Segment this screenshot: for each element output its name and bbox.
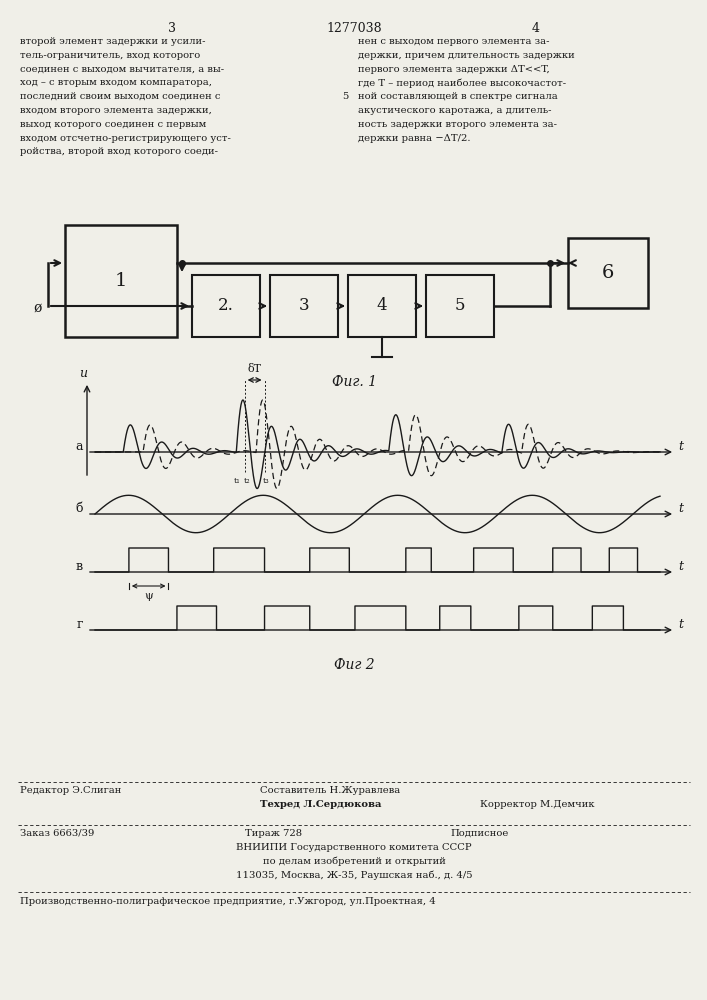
- Text: последний своим выходом соединен с: последний своим выходом соединен с: [20, 92, 221, 101]
- Text: ВНИИПИ Государственного комитета СССР: ВНИИПИ Государственного комитета СССР: [236, 843, 472, 852]
- Text: б: б: [76, 502, 83, 516]
- Text: 4: 4: [532, 22, 540, 35]
- Text: 3: 3: [168, 22, 176, 35]
- Text: выход которого соединен с первым: выход которого соединен с первым: [20, 120, 206, 129]
- Text: по делам изобретений и открытий: по делам изобретений и открытий: [262, 857, 445, 866]
- Text: 2.: 2.: [218, 298, 234, 314]
- Text: тель-ограничитель, вход которого: тель-ограничитель, вход которого: [20, 51, 200, 60]
- Text: ход – с вторым входом компаратора,: ход – с вторым входом компаратора,: [20, 78, 212, 87]
- Text: соединен с выходом вычитателя, а вы-: соединен с выходом вычитателя, а вы-: [20, 65, 224, 74]
- Text: t₂: t₂: [243, 477, 250, 485]
- Text: а: а: [76, 440, 83, 454]
- Text: Редактор Э.Слиган: Редактор Э.Слиган: [20, 786, 122, 795]
- Text: входом отсчетно-регистрирующего уст-: входом отсчетно-регистрирующего уст-: [20, 134, 231, 143]
- Text: ø: ø: [34, 301, 42, 315]
- Bar: [65, 225, 177, 337]
- Bar: [270, 275, 338, 337]
- Text: ψ: ψ: [144, 591, 153, 601]
- Text: входом второго элемента задержки,: входом второго элемента задержки,: [20, 106, 212, 115]
- Text: t₃: t₃: [263, 477, 270, 485]
- Text: второй элемент задержки и усили-: второй элемент задержки и усили-: [20, 37, 206, 46]
- Text: t: t: [678, 440, 683, 454]
- Text: t: t: [678, 502, 683, 516]
- Text: ройства, второй вход которого соеди-: ройства, второй вход которого соеди-: [20, 147, 218, 156]
- Text: Техред Л.Сердюкова: Техред Л.Сердюкова: [260, 800, 382, 809]
- Text: нен с выходом первого элемента за-: нен с выходом первого элемента за-: [358, 37, 549, 46]
- Text: ность задержки второго элемента за-: ность задержки второго элемента за-: [358, 120, 557, 129]
- Text: первого элемента задержки ΔT<<T,: первого элемента задержки ΔT<<T,: [358, 65, 550, 74]
- Text: δT: δT: [247, 364, 262, 374]
- Text: г: г: [76, 618, 83, 632]
- Text: Заказ 6663/39: Заказ 6663/39: [20, 829, 94, 838]
- Text: 4: 4: [377, 298, 387, 314]
- Text: 1: 1: [115, 272, 127, 290]
- Text: 5: 5: [455, 298, 465, 314]
- Text: t: t: [678, 618, 683, 632]
- Text: u: u: [79, 367, 87, 380]
- Text: держки равна −ΔT/2.: держки равна −ΔT/2.: [358, 134, 470, 143]
- Text: Фиг 2: Фиг 2: [334, 658, 374, 672]
- Text: акустического каротажа, а длитель-: акустического каротажа, а длитель-: [358, 106, 551, 115]
- Text: Подписное: Подписное: [450, 829, 508, 838]
- Text: 5: 5: [343, 92, 349, 101]
- Text: Производственно-полиграфическое предприятие, г.Ужгород, ул.Проектная, 4: Производственно-полиграфическое предприя…: [20, 897, 436, 906]
- Bar: [568, 238, 648, 308]
- Text: 6: 6: [602, 264, 614, 282]
- Bar: [426, 275, 494, 337]
- Text: Тираж 728: Тираж 728: [245, 829, 302, 838]
- Text: ной составляющей в спектре сигнала: ной составляющей в спектре сигнала: [358, 92, 558, 101]
- Text: 113035, Москва, Ж-35, Раушская наб., д. 4/5: 113035, Москва, Ж-35, Раушская наб., д. …: [235, 871, 472, 880]
- Text: где T – период наиболее высокочастот-: где T – период наиболее высокочастот-: [358, 78, 566, 88]
- Bar: [192, 275, 260, 337]
- Text: 3: 3: [298, 298, 310, 314]
- Text: t: t: [678, 560, 683, 574]
- Text: Корректор М.Демчик: Корректор М.Демчик: [480, 800, 595, 809]
- Text: держки, причем длительность задержки: держки, причем длительность задержки: [358, 51, 575, 60]
- Text: в: в: [76, 560, 83, 574]
- Bar: [348, 275, 416, 337]
- Text: Фиг. 1: Фиг. 1: [332, 375, 377, 389]
- Text: t₁: t₁: [233, 477, 240, 485]
- Text: Составитель Н.Журавлева: Составитель Н.Журавлева: [260, 786, 400, 795]
- Text: 1277038: 1277038: [326, 22, 382, 35]
